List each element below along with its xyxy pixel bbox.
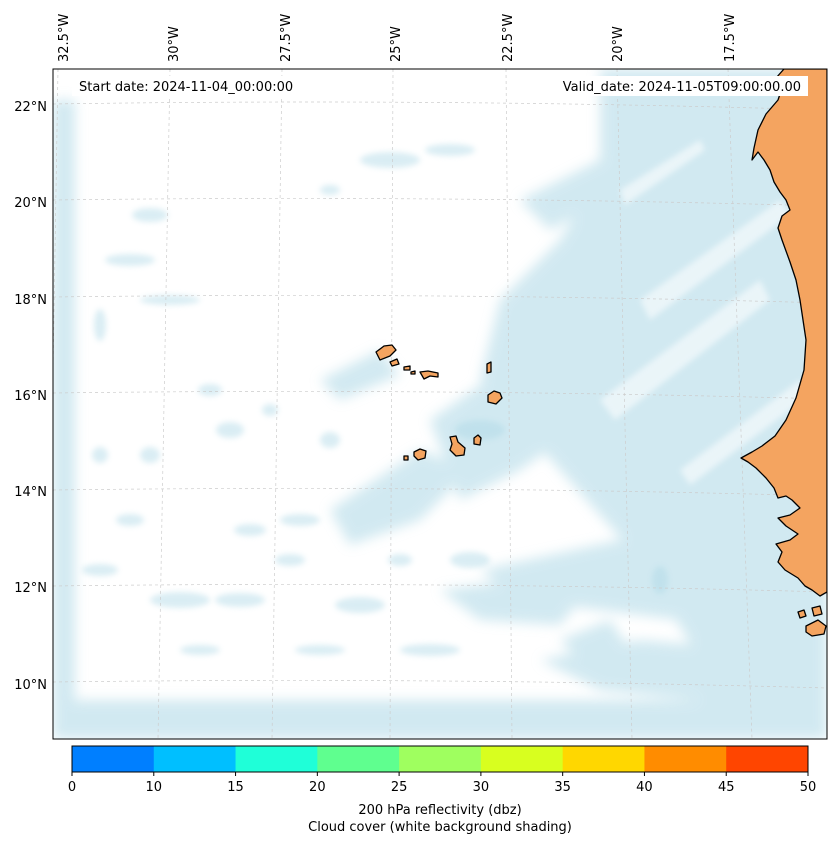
colorbar-segment bbox=[726, 746, 809, 772]
island-fogo bbox=[413, 448, 427, 461]
lon-label: 22.5°W bbox=[501, 14, 516, 62]
colorbar-segment bbox=[72, 746, 155, 772]
colorbar-tick-label: 30 bbox=[473, 780, 490, 795]
lat-label: 14°N bbox=[14, 485, 47, 500]
graticule bbox=[53, 69, 827, 739]
valid-date-box bbox=[540, 76, 808, 96]
lat-label: 10°N bbox=[14, 678, 47, 693]
lon-label: 27.5°W bbox=[279, 14, 294, 62]
colorbar-segment bbox=[480, 746, 564, 772]
latitude-labels: 22°N 20°N 18°N 16°N 14°N 12°N 10°N bbox=[14, 100, 47, 693]
colorbar: 0 10 15 20 25 30 35 40 45 50 bbox=[68, 745, 817, 795]
island-maio bbox=[473, 434, 482, 446]
lat-label: 22°N bbox=[14, 100, 47, 115]
island-santo-antao bbox=[375, 344, 397, 361]
island-sao-vicente bbox=[389, 358, 400, 367]
start-date-box bbox=[72, 76, 314, 96]
lat-label: 16°N bbox=[14, 389, 47, 404]
colorbar-tick-label: 40 bbox=[636, 780, 653, 795]
island-santiago bbox=[449, 435, 466, 457]
africa-landmass bbox=[740, 69, 827, 637]
colorbar-segment bbox=[644, 746, 727, 772]
colorbar-segment bbox=[153, 746, 237, 772]
cloud-cover-shading bbox=[53, 69, 827, 739]
colorbar-tick-label: 20 bbox=[309, 780, 326, 795]
island-santa-luzia bbox=[403, 365, 411, 371]
colorbar-tick-label: 0 bbox=[68, 780, 76, 795]
lon-label: 17.5°W bbox=[723, 14, 738, 62]
map-panel: Start date: 2024-11-04_00:00:00 Valid_da… bbox=[53, 69, 827, 739]
colorbar-frame bbox=[71, 745, 809, 773]
island-sao-nicolau-west bbox=[410, 370, 416, 375]
lat-label: 18°N bbox=[14, 293, 47, 308]
longitude-labels: 32.5°W 30°W 27.5°W 25°W 22.5°W 20°W 17.5… bbox=[57, 14, 738, 62]
lat-label: 12°N bbox=[14, 581, 47, 596]
colorbar-segment bbox=[562, 746, 645, 772]
colorbar-tick-label: 25 bbox=[391, 780, 408, 795]
start-date-label: Start date: 2024-11-04_00:00:00 bbox=[79, 80, 293, 95]
colorbar-title: 200 hPa reflectivity (dbz) bbox=[358, 803, 521, 818]
lon-label: 25°W bbox=[389, 26, 404, 62]
island-brava bbox=[403, 455, 409, 461]
lon-label: 20°W bbox=[611, 26, 626, 62]
island-sal bbox=[486, 361, 492, 374]
lon-label: 30°W bbox=[167, 26, 182, 62]
lat-label: 20°N bbox=[14, 196, 47, 211]
island-sao-nicolau bbox=[419, 370, 439, 380]
colorbar-tick-label: 50 bbox=[800, 780, 817, 795]
colorbar-segment bbox=[399, 746, 482, 772]
cape-verde-islands bbox=[375, 344, 503, 461]
colorbar-segment bbox=[235, 746, 318, 772]
island-boa-vista bbox=[487, 390, 503, 405]
map-frame bbox=[52, 68, 828, 740]
colorbar-segment bbox=[317, 746, 400, 772]
colorbar-tick-label: 45 bbox=[718, 780, 735, 795]
colorbar-tick-label: 35 bbox=[554, 780, 571, 795]
colorbar-subtitle: Cloud cover (white background shading) bbox=[308, 820, 572, 835]
lon-label: 32.5°W bbox=[57, 14, 72, 62]
valid-date-label: Valid_date: 2024-11-05T09:00:00.00 bbox=[563, 80, 801, 95]
colorbar-tick-label: 10 bbox=[146, 780, 163, 795]
colorbar-tick-label: 15 bbox=[227, 780, 244, 795]
